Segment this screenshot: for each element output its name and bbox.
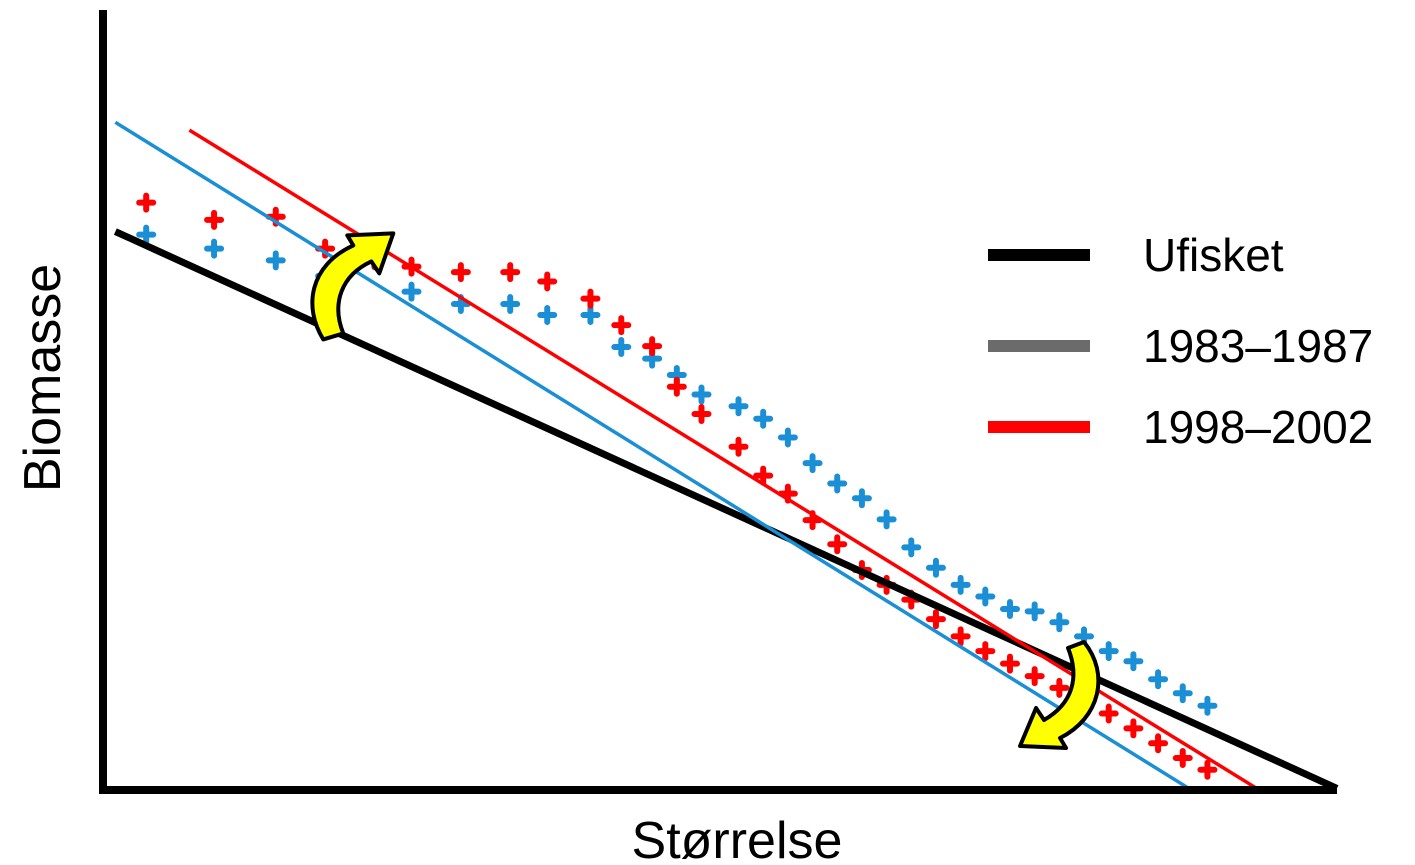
data-point [827,534,848,555]
data-point [265,250,286,271]
data-point [999,653,1020,674]
data-point [950,574,971,595]
data-point [136,224,157,245]
legend-label: 1983–1987 [1143,320,1373,372]
data-point [1197,695,1218,716]
legend-item-1: 1983–1987 [988,320,1373,372]
data-point [136,192,157,213]
data-point [1123,651,1144,672]
data-point [1024,601,1045,622]
data-point [642,336,663,357]
legend-item-2: 1998–2002 [988,401,1373,453]
data-point [802,453,823,474]
data-point [1148,733,1169,754]
data-point [1148,669,1169,690]
data-point [1172,683,1193,704]
series-line-1 [114,120,1190,790]
data-point [876,509,897,530]
legend-item-0: Ufisket [988,229,1284,281]
data-point [611,336,632,357]
data-point [950,626,971,647]
y-axis-title: Biomasse [14,264,72,492]
data-point [1098,641,1119,662]
arrow-shape [1018,640,1101,750]
data-point [500,262,521,283]
data-point [204,209,225,230]
arrow-shape [310,231,396,342]
data-point [728,396,749,417]
x-axis-title: Størrelse [632,812,843,865]
data-point [827,473,848,494]
data-point [204,238,225,259]
data-point [1049,612,1070,633]
data-point [975,641,996,662]
data-point [777,427,798,448]
data-point [1197,759,1218,780]
data-point [975,586,996,607]
data-point [925,609,946,630]
legend-label: 1998–2002 [1143,401,1373,453]
curved-arrow-down [1018,640,1101,750]
series-line-0 [113,228,1339,792]
data-point [851,488,872,509]
data-point [580,304,601,325]
data-point [753,465,774,486]
data-point [580,288,601,309]
data-point [691,384,712,405]
data-point [611,315,632,336]
data-point [999,599,1020,620]
data-point [537,304,558,325]
plot-area [99,10,1339,794]
legend-label: Ufisket [1143,229,1284,281]
data-point [666,376,687,397]
data-point [691,404,712,425]
data-point [500,294,521,315]
data-point [1024,666,1045,687]
data-point [901,537,922,558]
curved-arrow-up [310,231,396,342]
data-point [401,281,422,302]
data-point [450,262,471,283]
data-point [728,436,749,457]
data-point [1098,703,1119,724]
data-point [925,557,946,578]
legend: Ufisket 1983–1987 1998–2002 [988,229,1373,453]
data-point [1123,718,1144,739]
series-points-1 [136,224,1218,716]
data-point [1049,677,1070,698]
data-point [537,271,558,292]
data-point [753,408,774,429]
data-point [1172,748,1193,769]
